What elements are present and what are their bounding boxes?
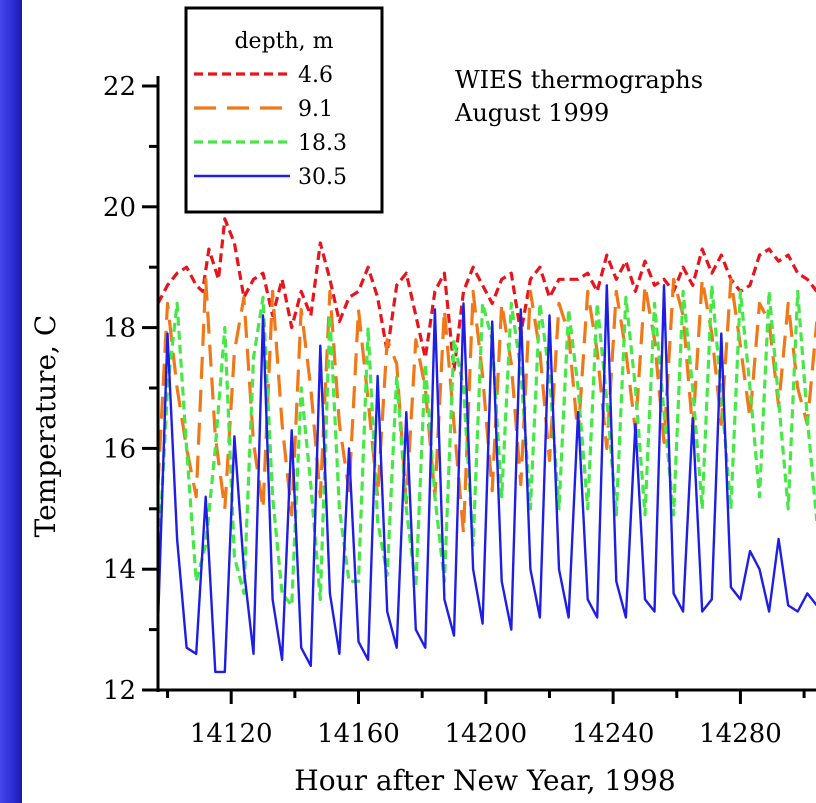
y-tick-label: 12 [103, 676, 136, 706]
legend-label-18-3: 18.3 [298, 131, 347, 156]
annotation-line-2: August 1999 [454, 99, 609, 127]
legend-label-30-5: 30.5 [298, 165, 347, 190]
x-axis-label: Hour after New Year, 1998 [294, 764, 675, 797]
legend: depth, m 4.6 9.1 18.3 30.5 [184, 6, 384, 214]
y-tick-label: 14 [103, 555, 136, 585]
x-tick-label: 14120 [190, 719, 273, 749]
tick-labels: 12 14 16 18 20 22 14120 14160 14200 14240 14280 [103, 72, 782, 749]
series-line-9-1 [158, 277, 816, 535]
y-tick-label: 22 [103, 72, 136, 102]
x-tick-label: 14240 [572, 719, 655, 749]
legend-entries: 4.6 9.1 18.3 30.5 [194, 63, 347, 190]
series-line-18-3 [158, 283, 816, 608]
x-tick-label: 14280 [699, 719, 782, 749]
series-layer [158, 217, 816, 674]
y-tick-label: 20 [103, 193, 136, 223]
x-tick-label: 14160 [317, 719, 400, 749]
x-tick-label: 14200 [444, 719, 527, 749]
y-tick-label: 16 [103, 434, 136, 464]
axes [142, 76, 816, 704]
chart-panel [22, 0, 816, 803]
legend-label-4-6: 4.6 [298, 63, 333, 88]
y-axis-label: Temperature, C [29, 315, 62, 538]
legend-label-9-1: 9.1 [298, 97, 333, 122]
y-tick-label: 18 [103, 314, 136, 344]
annotation-line-1: WIES thermographs [455, 66, 703, 94]
legend-box [184, 6, 384, 214]
legend-title: depth, m [234, 29, 333, 54]
series-line-30-5 [158, 284, 816, 674]
